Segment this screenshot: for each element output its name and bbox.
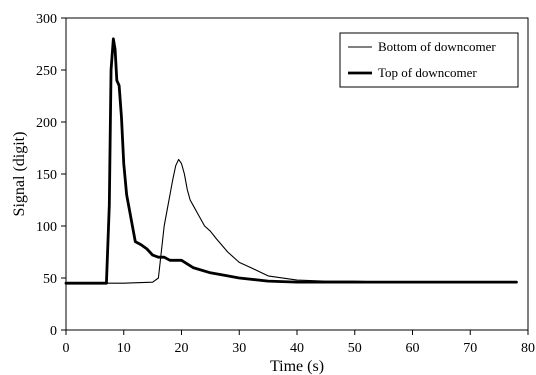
y-tick-label-150: 150 bbox=[36, 168, 57, 183]
legend: Bottom of downcomer Top of downcomer bbox=[339, 32, 519, 88]
y-tick-label-100: 100 bbox=[36, 220, 57, 235]
x-tick-label-80: 80 bbox=[521, 341, 535, 356]
series-layer bbox=[64, 37, 518, 285]
y-axis-label: Signal (digit) bbox=[11, 132, 28, 217]
y-tick-label-250: 250 bbox=[36, 64, 57, 79]
y-tick-label-50: 50 bbox=[43, 272, 57, 287]
y-tick-label-200: 200 bbox=[36, 116, 57, 131]
x-tick-label-50: 50 bbox=[348, 341, 362, 356]
legend-label-bottom-of-downcomer: Bottom of downcomer bbox=[378, 39, 496, 54]
x-tick-label-60: 60 bbox=[406, 341, 420, 356]
x-tick-label-10: 10 bbox=[117, 341, 131, 356]
series-line-top-of-downcomer bbox=[64, 37, 518, 285]
y-tick-label-0: 0 bbox=[50, 324, 57, 339]
x-tick-label-40: 40 bbox=[290, 341, 304, 356]
x-tick-label-20: 20 bbox=[175, 341, 189, 356]
x-tick-label-70: 70 bbox=[463, 341, 477, 356]
x-axis-label: Time (s) bbox=[270, 358, 324, 375]
y-axis-ticks: 0 50 100 150 200 250 300 bbox=[36, 12, 66, 339]
legend-box bbox=[339, 32, 519, 88]
x-tick-label-30: 30 bbox=[232, 341, 246, 356]
legend-label-top-of-downcomer: Top of downcomer bbox=[378, 65, 477, 80]
x-axis-ticks: 0 10 20 30 40 50 60 70 80 bbox=[63, 330, 535, 356]
x-tick-label-0: 0 bbox=[63, 341, 70, 356]
y-tick-label-300: 300 bbox=[36, 12, 57, 27]
series-line-bottom-of-downcomer bbox=[65, 158, 517, 284]
